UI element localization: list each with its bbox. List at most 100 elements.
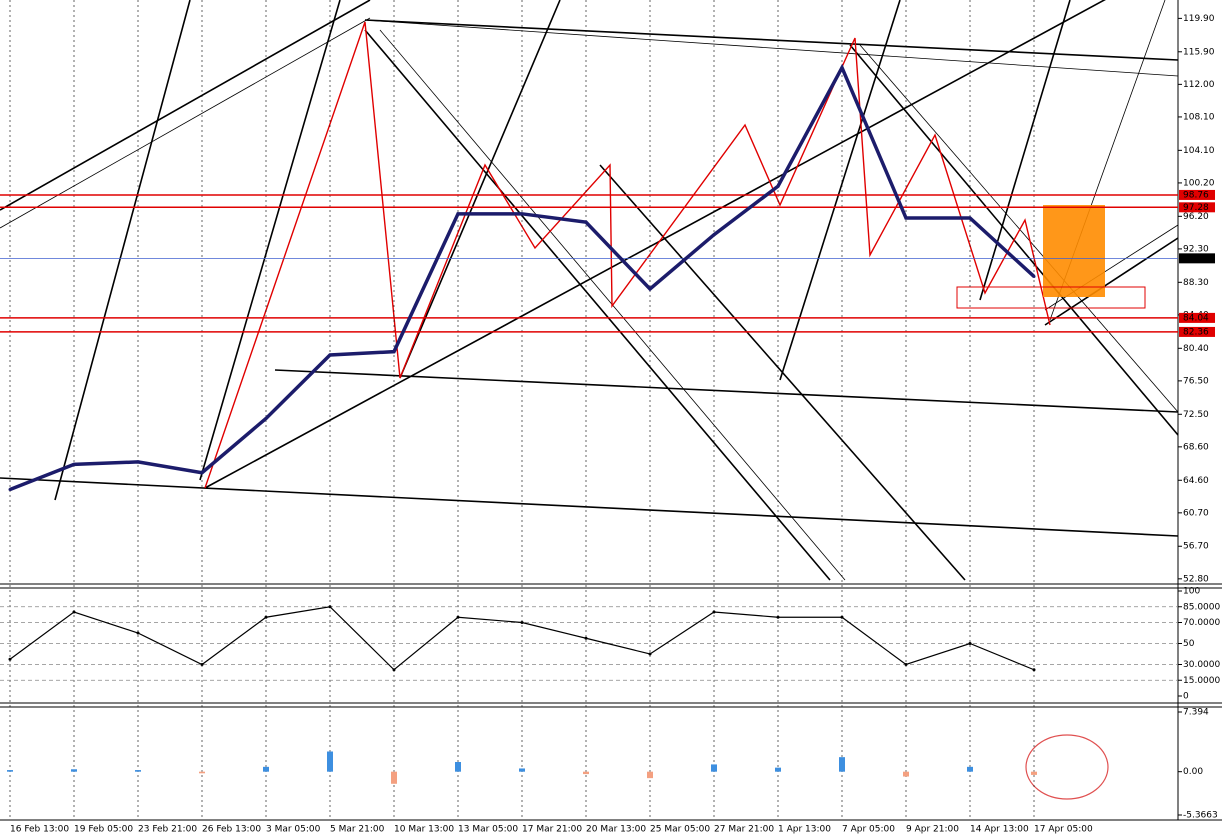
histogram-bar (583, 771, 589, 775)
data-point (904, 216, 908, 220)
histogram-bar (391, 771, 397, 784)
data-point (200, 471, 204, 475)
price-level-label: 84.04 (1183, 313, 1209, 323)
data-point (840, 615, 844, 619)
data-point (840, 66, 844, 70)
x-tick-label: 23 Feb 21:00 (138, 825, 197, 835)
x-tick-label: 5 Mar 21:00 (330, 825, 385, 835)
data-point (584, 220, 588, 224)
histogram-bar (199, 771, 205, 774)
price-level-label: 98.76 (1183, 190, 1209, 200)
data-point (1032, 274, 1036, 278)
last-price-label: 91.17 (1183, 254, 1209, 264)
data-point (968, 642, 972, 645)
data-point (904, 663, 908, 666)
price-level-tag (1179, 189, 1215, 200)
x-tick-label: 3 Mar 05:00 (266, 825, 321, 835)
price-level-tag (1179, 312, 1215, 323)
y-tick-label: 56.70 (1183, 542, 1209, 552)
y-tick-label: 112.00 (1183, 80, 1215, 90)
y-tick-label: 108.10 (1183, 112, 1215, 122)
y-tick-label: 76.50 (1183, 376, 1209, 386)
highlight-circle (1025, 734, 1109, 800)
y-tick-label: 119.90 (1183, 14, 1215, 24)
data-point (392, 668, 396, 672)
data-point (72, 462, 76, 466)
data-point (776, 184, 780, 188)
price-level-tag (1179, 326, 1215, 337)
x-tick-label: 20 Mar 13:00 (586, 825, 646, 835)
x-tick-label: 26 Feb 13:00 (202, 825, 261, 835)
x-tick-label: 16 Feb 13:00 (10, 825, 69, 835)
y-tick-label: 72.50 (1183, 410, 1209, 420)
last-price-tag (1179, 253, 1215, 264)
data-point (392, 350, 396, 354)
y-tick-label: 7.394 (1183, 708, 1209, 718)
histogram-bar (71, 769, 77, 772)
data-point (8, 657, 12, 661)
histogram-bar (967, 766, 973, 772)
data-point (8, 487, 12, 491)
x-tick-label: 17 Apr 05:00 (1034, 825, 1093, 835)
histogram-bar (647, 771, 653, 779)
histogram-bar (263, 766, 269, 772)
data-point (136, 631, 140, 635)
data-point (520, 212, 524, 216)
price-level-label: 97.28 (1183, 203, 1209, 213)
data-point (456, 615, 460, 619)
x-tick-label: 13 Mar 05:00 (458, 825, 518, 835)
x-tick-label: 19 Feb 05:00 (74, 825, 133, 835)
histogram-bar (7, 770, 13, 772)
y-tick-label: -5.3663 (1183, 811, 1218, 821)
y-tick-label: 70.0000 (1183, 618, 1220, 628)
x-tick-label: 14 Apr 13:00 (970, 825, 1029, 835)
y-tick-label: 52.80 (1183, 574, 1209, 584)
histogram-bar (1031, 771, 1037, 775)
histogram-bar (903, 771, 909, 777)
x-tick-label: 7 Apr 05:00 (842, 825, 895, 835)
data-point (72, 610, 76, 614)
x-tick-label: 25 Mar 05:00 (650, 825, 710, 835)
data-point (648, 652, 652, 656)
data-point (264, 615, 268, 619)
histogram-bar (327, 751, 333, 772)
y-tick-label: 115.90 (1183, 47, 1215, 57)
y-tick-label: 50 (1183, 639, 1195, 649)
data-point (328, 605, 332, 609)
x-tick-label: 27 Mar 21:00 (714, 825, 774, 835)
y-tick-label: 100.20 (1183, 178, 1215, 188)
data-point (264, 416, 268, 420)
y-tick-label: 0 (1183, 692, 1189, 702)
histogram-bar (135, 770, 141, 772)
data-point (712, 610, 716, 614)
y-tick-label: 92.30 (1183, 244, 1209, 254)
y-tick-label: 100 (1183, 587, 1200, 597)
data-point (328, 353, 332, 357)
y-tick-label: 80.40 (1183, 344, 1209, 354)
data-point (776, 615, 780, 619)
y-tick-label: 96.20 (1183, 212, 1209, 222)
histogram-bar (711, 764, 717, 772)
y-tick-label: 85.0000 (1183, 602, 1220, 612)
data-point (520, 621, 524, 624)
y-tick-label: 104.10 (1183, 146, 1215, 156)
data-point (968, 216, 972, 220)
data-point (200, 663, 204, 666)
data-point (648, 287, 652, 291)
x-tick-label: 9 Apr 21:00 (906, 825, 959, 835)
data-point (712, 233, 716, 237)
drawings (0, 0, 1179, 581)
data-point (1032, 668, 1036, 672)
data-point (584, 636, 588, 640)
data-point (456, 212, 460, 216)
price-level-label: 82.36 (1183, 327, 1209, 337)
x-tick-label: 1 Apr 13:00 (778, 825, 831, 835)
y-tick-label: 88.30 (1183, 278, 1209, 288)
histogram-bar (519, 768, 525, 772)
y-tick-label: 64.60 (1183, 476, 1209, 486)
y-tick-label: 60.70 (1183, 508, 1209, 518)
price-level-tag (1179, 202, 1215, 213)
